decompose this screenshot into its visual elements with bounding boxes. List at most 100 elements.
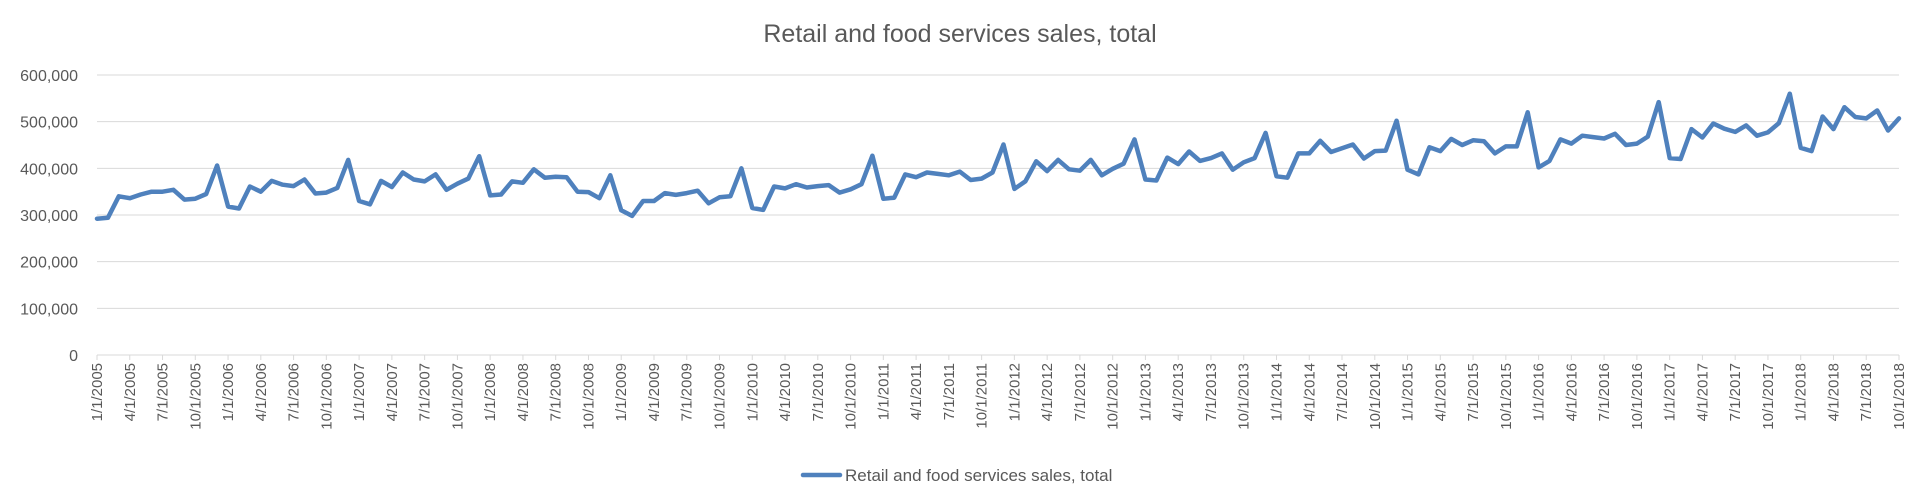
data-point[interactable] [225, 204, 231, 210]
data-point[interactable] [1656, 99, 1662, 105]
data-point[interactable] [586, 189, 592, 195]
data-point[interactable] [1831, 126, 1837, 132]
data-point[interactable] [389, 184, 395, 190]
data-point[interactable] [1514, 143, 1520, 149]
data-point[interactable] [640, 198, 646, 204]
data-point[interactable] [345, 157, 351, 163]
data-point[interactable] [1132, 136, 1138, 142]
data-point[interactable] [1033, 158, 1039, 164]
data-point[interactable] [258, 189, 264, 195]
data-point[interactable] [564, 174, 570, 180]
data-point[interactable] [542, 175, 548, 181]
data-point[interactable] [826, 182, 832, 188]
data-point[interactable] [1416, 171, 1422, 177]
legend[interactable]: Retail and food services sales, total [800, 466, 1112, 485]
data-point[interactable] [968, 177, 974, 183]
data-point[interactable] [1011, 186, 1017, 192]
data-point[interactable] [247, 184, 253, 190]
data-point[interactable] [1776, 120, 1782, 126]
data-point[interactable] [771, 184, 777, 190]
data-point[interactable] [848, 186, 854, 192]
data-point[interactable] [1536, 164, 1542, 170]
data-point[interactable] [618, 207, 624, 213]
data-point[interactable] [1710, 121, 1716, 127]
data-point[interactable] [979, 176, 985, 182]
data-point[interactable] [1044, 168, 1050, 174]
data-point[interactable] [476, 153, 482, 159]
data-point[interactable] [1142, 177, 1148, 183]
data-point[interactable] [236, 206, 242, 212]
data-point[interactable] [684, 190, 690, 196]
data-point[interactable] [1590, 134, 1596, 140]
data-point[interactable] [553, 174, 559, 180]
data-point[interactable] [1612, 131, 1618, 137]
data-point[interactable] [1841, 104, 1847, 110]
data-point[interactable] [1852, 114, 1858, 120]
data-point[interactable] [1601, 136, 1607, 142]
data-point[interactable] [804, 185, 810, 191]
data-point[interactable] [170, 187, 176, 193]
data-point[interactable] [673, 192, 679, 198]
data-point[interactable] [782, 185, 788, 191]
data-point[interactable] [869, 153, 875, 159]
data-point[interactable] [1164, 155, 1170, 161]
data-point[interactable] [1121, 161, 1127, 167]
data-point[interactable] [192, 196, 198, 202]
data-point[interactable] [1754, 133, 1760, 139]
data-point[interactable] [1699, 135, 1705, 141]
data-point[interactable] [957, 169, 963, 175]
data-point[interactable] [1274, 173, 1280, 179]
data-point[interactable] [400, 170, 406, 176]
data-point[interactable] [1568, 141, 1574, 147]
data-point[interactable] [1066, 166, 1072, 172]
data-point[interactable] [1208, 155, 1214, 161]
data-point[interactable] [1110, 166, 1116, 172]
data-point[interactable] [880, 196, 886, 202]
data-point[interactable] [1579, 133, 1585, 139]
series-line-retail-sales[interactable] [94, 91, 1902, 221]
data-point[interactable] [749, 205, 755, 211]
data-point[interactable] [1678, 156, 1684, 162]
data-point[interactable] [1667, 155, 1673, 161]
data-point[interactable] [990, 170, 996, 176]
data-point[interactable] [378, 178, 384, 184]
data-point[interactable] [717, 194, 723, 200]
data-point[interactable] [1645, 134, 1651, 140]
data-point[interactable] [891, 195, 897, 201]
data-point[interactable] [1721, 126, 1727, 132]
data-point[interactable] [1743, 122, 1749, 128]
data-point[interactable] [607, 172, 613, 178]
data-point[interactable] [127, 195, 133, 201]
data-point[interactable] [1295, 150, 1301, 156]
data-point[interactable] [1317, 138, 1323, 144]
data-point[interactable] [662, 190, 668, 196]
data-point[interactable] [291, 183, 297, 189]
data-point[interactable] [1153, 178, 1159, 184]
data-point[interactable] [1284, 175, 1290, 181]
data-point[interactable] [433, 171, 439, 177]
data-point[interactable] [1186, 149, 1192, 155]
data-point[interactable] [509, 178, 515, 184]
data-point[interactable] [575, 189, 581, 195]
data-point[interactable] [727, 193, 733, 199]
data-point[interactable] [302, 177, 308, 183]
data-point[interactable] [1372, 148, 1378, 154]
data-point[interactable] [1557, 136, 1563, 142]
data-point[interactable] [149, 189, 155, 195]
data-point[interactable] [465, 176, 471, 182]
data-point[interactable] [1055, 157, 1061, 163]
data-point[interactable] [1765, 129, 1771, 135]
data-point[interactable] [1492, 150, 1498, 156]
data-point[interactable] [1623, 142, 1629, 148]
data-point[interactable] [411, 177, 417, 183]
data-point[interactable] [487, 192, 493, 198]
data-point[interactable] [1241, 159, 1247, 165]
data-point[interactable] [531, 166, 537, 172]
data-point[interactable] [924, 170, 930, 176]
data-point[interactable] [706, 200, 712, 206]
data-point[interactable] [1099, 172, 1105, 178]
data-point[interactable] [160, 189, 166, 195]
data-point[interactable] [1263, 130, 1269, 136]
data-point[interactable] [334, 185, 340, 191]
data-point[interactable] [1361, 156, 1367, 162]
